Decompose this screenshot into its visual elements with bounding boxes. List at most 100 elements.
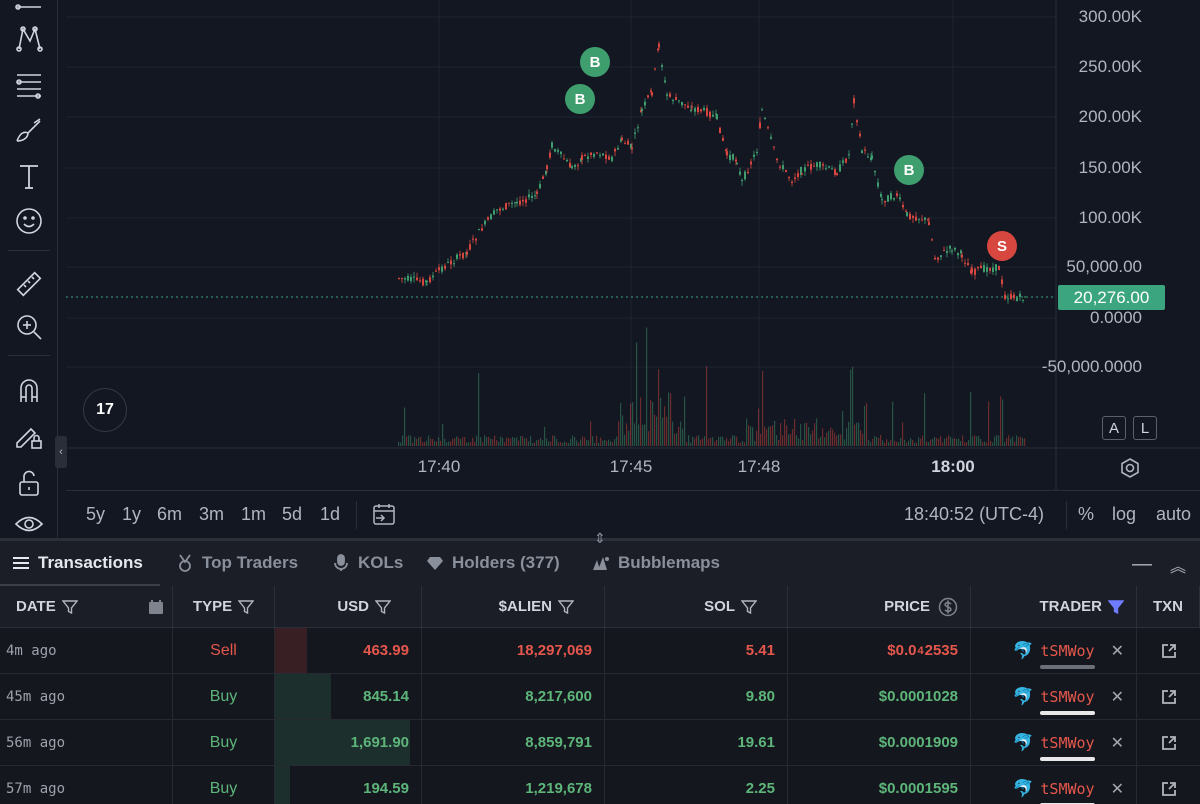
chart-settings-icon[interactable] xyxy=(1119,457,1141,479)
filter-icon[interactable] xyxy=(741,599,757,615)
candle-body xyxy=(706,108,708,116)
sol-cell: 2.25 xyxy=(605,766,788,804)
minimize-panel-button[interactable]: — xyxy=(1132,553,1152,575)
header-usd[interactable]: USD xyxy=(275,586,422,627)
volume-bar xyxy=(680,421,682,446)
candle-body xyxy=(822,164,824,166)
unlock-icon[interactable] xyxy=(9,463,49,503)
buy-marker[interactable]: B xyxy=(894,155,924,185)
filter-icon[interactable] xyxy=(61,599,78,615)
calendar-icon[interactable] xyxy=(148,599,164,615)
range-3m[interactable]: 3m xyxy=(199,504,225,524)
external-link-icon[interactable] xyxy=(1160,688,1178,706)
volume-bar xyxy=(522,436,524,446)
lines-icon[interactable] xyxy=(9,0,49,26)
buy-marker[interactable]: B xyxy=(565,84,595,114)
eye-icon[interactable] xyxy=(9,504,49,544)
header-price[interactable]: PRICE xyxy=(788,586,971,627)
volume-bar xyxy=(408,435,410,446)
table-row[interactable]: 45m ago Buy 845.14 8,217,600 9.80 $0.000… xyxy=(0,674,1200,720)
table-row[interactable]: 4m ago Sell 463.99 18,297,069 5.41 $0.0 4… xyxy=(0,628,1200,674)
auto-toggle[interactable]: auto xyxy=(1156,504,1192,524)
header-trader[interactable]: TRADER xyxy=(971,586,1137,627)
trader-link[interactable]: tSMWoy xyxy=(1040,780,1095,804)
external-link-icon[interactable] xyxy=(1160,734,1178,752)
lock-draw-icon[interactable] xyxy=(9,416,49,456)
remove-filter-icon[interactable]: ✕ xyxy=(1110,642,1124,660)
dolphin-sparkle-icon: 🐬 xyxy=(1012,732,1034,752)
table-row[interactable]: 56m ago Buy 1,691.90 8,859,791 19.61 $0.… xyxy=(0,720,1200,766)
candle-body xyxy=(839,164,841,172)
candle-body xyxy=(887,195,889,202)
percent-toggle[interactable]: % xyxy=(1078,504,1095,524)
fib-icon[interactable] xyxy=(9,64,49,104)
price-chart[interactable] xyxy=(66,0,1200,490)
filter-active-icon[interactable] xyxy=(1108,599,1124,615)
volume-bar xyxy=(414,436,416,446)
tab-bubblemaps[interactable]: Bubblemaps xyxy=(592,553,720,573)
panel-resize-handle[interactable]: ⇕ xyxy=(594,529,606,546)
tab-top-traders[interactable]: Top Traders xyxy=(176,553,298,573)
text-icon[interactable] xyxy=(9,156,49,196)
remove-filter-icon[interactable]: ✕ xyxy=(1110,780,1124,798)
trader-link[interactable]: tSMWoy xyxy=(1040,734,1095,761)
candle-body xyxy=(493,210,495,215)
table-row[interactable]: 57m ago Buy 194.59 1,219,678 2.25 $0.000… xyxy=(0,766,1200,804)
toolbar-collapse-handle[interactable]: ‹ xyxy=(55,436,67,468)
volume-bar xyxy=(922,435,924,446)
log-toggle[interactable]: log xyxy=(1112,504,1137,524)
external-link-icon[interactable] xyxy=(1160,642,1178,660)
external-link-icon[interactable] xyxy=(1160,780,1178,798)
candle-body xyxy=(631,147,633,150)
magnet-icon[interactable] xyxy=(9,370,49,410)
volume-bar xyxy=(520,436,522,446)
tradingview-logo[interactable]: 17 xyxy=(83,388,127,432)
header-alien[interactable]: $ALIEN xyxy=(422,586,605,627)
zoom-in-icon[interactable] xyxy=(9,307,49,347)
pattern-icon[interactable] xyxy=(9,18,49,58)
volume-bar xyxy=(806,422,808,446)
volume-bar xyxy=(890,439,892,446)
range-5y[interactable]: 5y xyxy=(86,504,106,524)
range-1d[interactable]: 1d xyxy=(320,504,341,524)
filter-icon[interactable] xyxy=(558,599,574,615)
tab-kols[interactable]: KOLs xyxy=(332,553,403,573)
auto-scale-button[interactable]: A xyxy=(1102,416,1126,440)
header-date[interactable]: DATE xyxy=(0,586,173,627)
calendar-goto-icon[interactable] xyxy=(372,502,396,526)
tab-holders[interactable]: Holders (377) xyxy=(426,553,560,573)
header-sol[interactable]: SOL xyxy=(605,586,788,627)
filter-icon[interactable] xyxy=(375,599,391,615)
remove-filter-icon[interactable]: ✕ xyxy=(1110,734,1124,752)
usd-value: 463.99 xyxy=(363,642,409,659)
range-1y[interactable]: 1y xyxy=(122,504,142,524)
candle-body xyxy=(977,266,979,269)
candle-body xyxy=(1019,293,1021,297)
log-scale-button[interactable]: L xyxy=(1133,416,1157,440)
tab-transactions[interactable]: Transactions xyxy=(12,553,143,573)
range-1m[interactable]: 1m xyxy=(241,504,267,524)
volume-bar xyxy=(564,441,566,446)
candle-body xyxy=(630,143,632,149)
trader-link[interactable]: tSMWoy xyxy=(1040,642,1095,669)
candle-body xyxy=(574,164,576,167)
volume-bar xyxy=(624,434,626,446)
volume-bar xyxy=(1010,438,1012,446)
volume-bar xyxy=(954,438,956,446)
emoji-icon[interactable] xyxy=(9,201,49,241)
clock-readout[interactable]: 18:40:52 (UTC-4) xyxy=(904,504,1045,524)
range-5d[interactable]: 5d xyxy=(282,504,303,524)
brush-icon[interactable] xyxy=(9,110,49,150)
header-type[interactable]: TYPE xyxy=(173,586,275,627)
trader-link[interactable]: tSMWoy xyxy=(1040,688,1095,715)
buy-marker[interactable]: B xyxy=(580,47,610,77)
range-6m[interactable]: 6m xyxy=(157,504,183,524)
remove-filter-icon[interactable]: ✕ xyxy=(1110,688,1124,706)
txn-cell xyxy=(1137,628,1200,673)
ruler-icon[interactable] xyxy=(9,264,49,304)
expand-panel-icon[interactable]: ︽ xyxy=(1170,559,1187,576)
sell-marker[interactable]: S xyxy=(987,231,1017,261)
filter-icon[interactable] xyxy=(238,599,255,615)
dollar-toggle-icon[interactable] xyxy=(938,597,958,617)
volume-bar xyxy=(466,442,468,446)
